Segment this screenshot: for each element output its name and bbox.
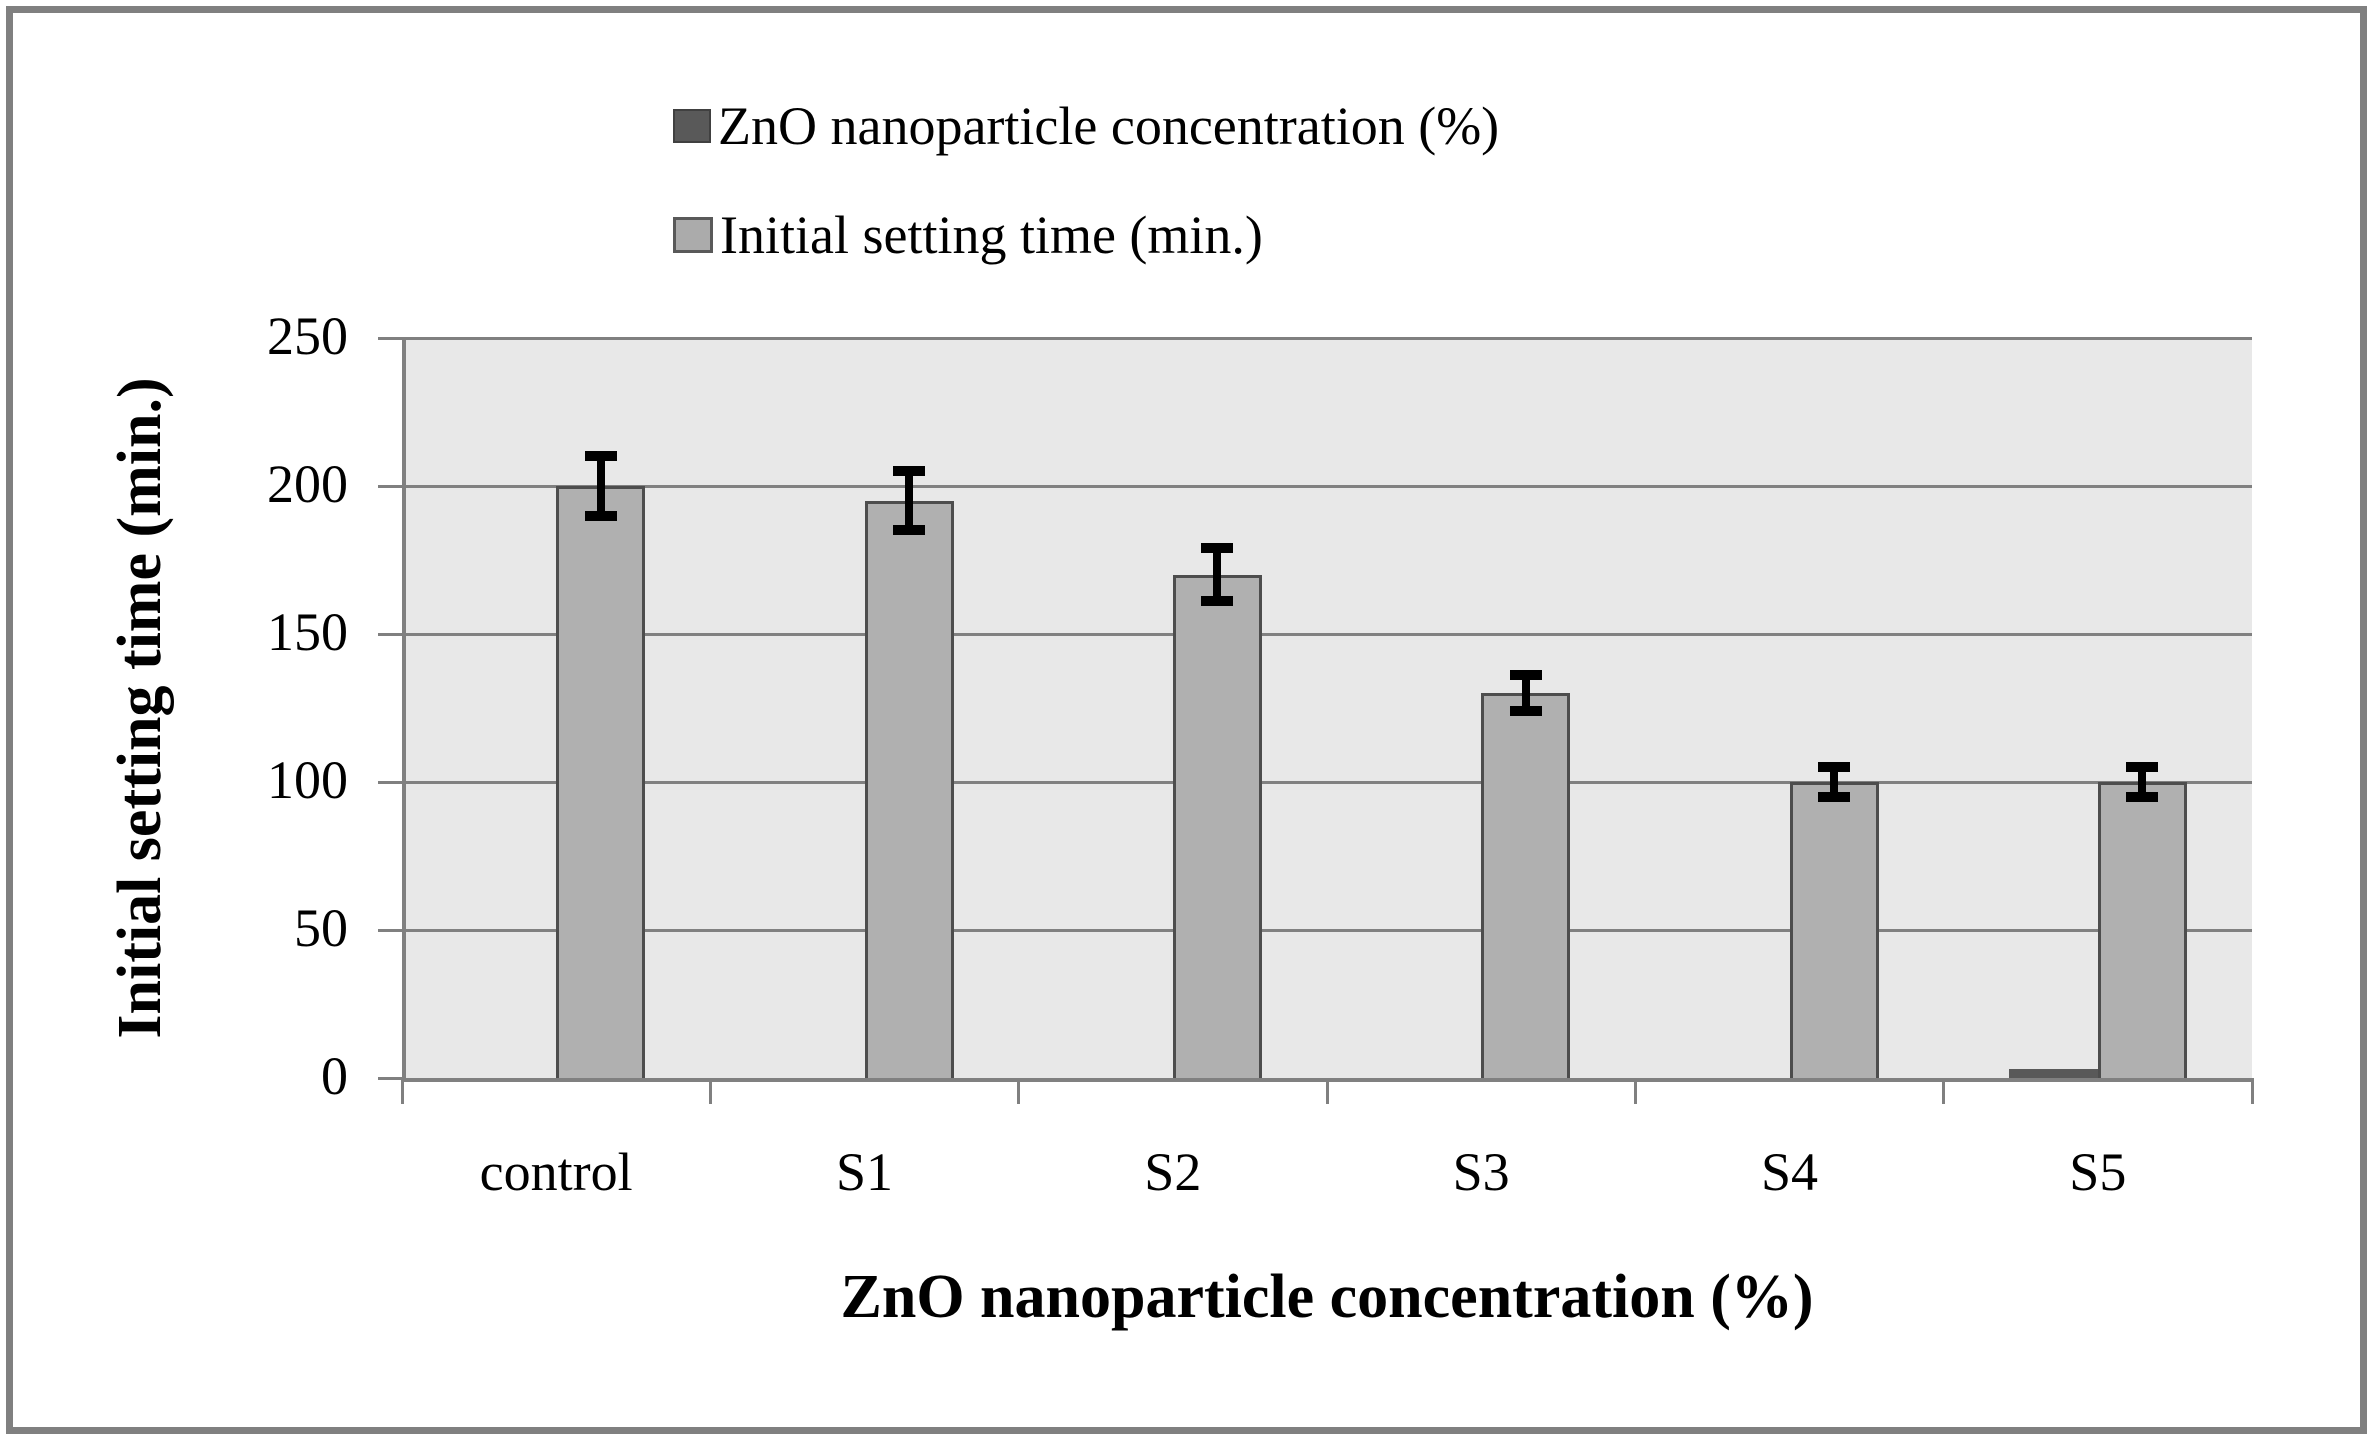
error-bar-cap-top (2126, 762, 2159, 773)
error-bar-cap-bottom (1509, 705, 1542, 716)
error-bar-cap-bottom (893, 525, 925, 536)
x-axis-title: ZnO nanoparticle concentration (%) (840, 1263, 1814, 1331)
x-tick-mark (1633, 1078, 1637, 1104)
error-bar-cap-top (1509, 670, 1542, 681)
x-category-label: control (479, 1142, 633, 1202)
error-bar-cap-bottom (584, 510, 617, 521)
x-tick-mark (400, 1078, 404, 1104)
x-category-label: S5 (2069, 1142, 2127, 1202)
x-tick-mark (708, 1078, 712, 1104)
y-tick-mark (378, 632, 402, 636)
y-tick-mark (378, 484, 402, 488)
bar-concentration (2008, 1069, 2098, 1078)
x-tick-mark (1017, 1078, 1021, 1104)
bar-setting-time (1481, 693, 1571, 1078)
error-bar-cap-bottom (2126, 791, 2159, 802)
bar-setting-time (864, 500, 954, 1078)
error-bar-whisker (2138, 767, 2147, 797)
y-tick-label: 200 (267, 454, 348, 514)
x-tick-mark (2250, 1078, 2254, 1104)
error-bar-whisker (905, 471, 913, 531)
gridline (402, 336, 2252, 340)
legend-item-concentration: ZnO nanoparticle concentration (%) (673, 96, 1499, 156)
y-tick-mark (378, 336, 402, 340)
error-bar-cap-top (1818, 762, 1850, 773)
y-tick-label: 0 (321, 1046, 348, 1106)
bar-setting-time (556, 486, 646, 1078)
y-axis-line (402, 338, 406, 1082)
bar-setting-time (1172, 574, 1262, 1078)
x-category-label: S1 (835, 1142, 894, 1202)
bar-setting-time (1789, 782, 1879, 1078)
legend-swatch-setting-time-icon (673, 217, 713, 253)
error-bar-cap-top (893, 466, 925, 477)
y-tick-label: 100 (267, 750, 348, 810)
error-bar-cap-bottom (1201, 596, 1234, 607)
bar-setting-time (2097, 782, 2187, 1078)
x-category-label: S2 (1144, 1142, 1202, 1202)
error-bar-cap-bottom (1818, 791, 1850, 802)
error-bar-cap-top (584, 451, 617, 462)
y-tick-label: 50 (294, 898, 348, 958)
gridline (402, 484, 2252, 488)
error-bar-whisker (596, 456, 605, 516)
x-tick-mark (1325, 1078, 1329, 1104)
y-tick-label: 250 (267, 306, 348, 366)
legend-label-setting-time: Initial setting time (min.) (720, 205, 1263, 265)
error-bar-whisker (1521, 675, 1530, 711)
y-tick-mark (378, 928, 402, 932)
y-tick-mark (378, 780, 402, 784)
legend-swatch-concentration-icon (673, 109, 711, 143)
error-bar-whisker (1213, 548, 1222, 602)
y-tick-mark (378, 1076, 402, 1080)
x-tick-mark (1942, 1078, 1946, 1104)
y-tick-label: 150 (267, 602, 348, 662)
legend-item-setting-time: Initial setting time (min.) (673, 205, 1263, 265)
legend-label-concentration: ZnO nanoparticle concentration (%) (718, 96, 1500, 156)
gridline (402, 780, 2252, 784)
gridline (402, 928, 2252, 932)
gridline (402, 632, 2252, 636)
x-category-label: S3 (1452, 1142, 1510, 1202)
y-axis-title: Initial setting time (min.) (106, 377, 174, 1039)
error-bar-cap-top (1201, 543, 1234, 554)
error-bar-whisker (1830, 767, 1838, 797)
plot-area (402, 338, 2252, 1078)
x-category-label: S4 (1760, 1142, 1819, 1202)
